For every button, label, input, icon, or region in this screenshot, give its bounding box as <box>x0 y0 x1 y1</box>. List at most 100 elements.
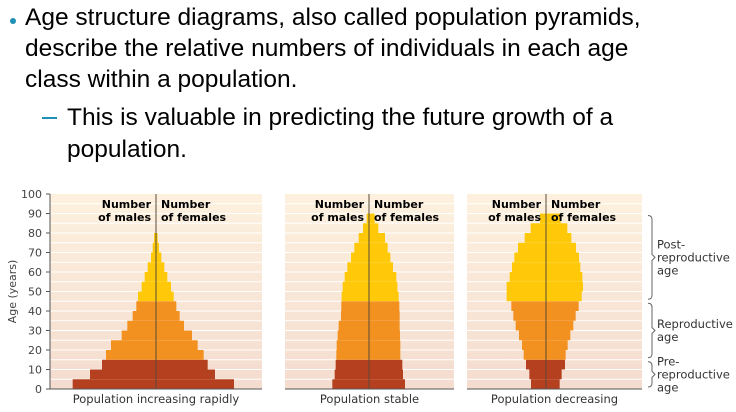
female-bar <box>546 340 568 350</box>
header-females: of females <box>551 211 617 224</box>
header-females: Number <box>161 198 211 211</box>
female-bar <box>369 223 379 233</box>
male-bar <box>72 379 156 389</box>
female-bar <box>369 242 388 253</box>
female-bar <box>156 330 192 341</box>
male-bar <box>332 379 369 389</box>
female-bar <box>156 291 174 302</box>
female-bar <box>546 379 560 389</box>
male-bar <box>506 291 546 302</box>
female-bar <box>546 311 576 321</box>
male-bar <box>506 281 546 292</box>
female-bar <box>369 359 403 370</box>
female-bar <box>156 301 177 311</box>
female-bar <box>369 350 401 360</box>
female-bar <box>156 281 171 292</box>
female-bar <box>546 359 565 370</box>
female-bar <box>156 262 165 272</box>
male-bar <box>132 311 156 321</box>
y-tick-label: 80 <box>28 227 42 240</box>
female-bar <box>369 213 375 224</box>
female-bar <box>546 350 566 360</box>
male-bar <box>519 330 546 341</box>
y-tick-label: 90 <box>28 208 42 221</box>
male-bar <box>524 233 546 243</box>
female-bar <box>156 350 204 360</box>
female-bar <box>156 379 234 389</box>
y-tick-label: 70 <box>28 247 42 260</box>
female-bar <box>156 369 215 380</box>
male-bar <box>514 252 546 263</box>
male-bar <box>518 242 546 253</box>
y-tick-label: 50 <box>28 286 42 299</box>
bracket <box>647 215 656 300</box>
female-bar <box>156 242 159 253</box>
female-bar <box>156 272 168 282</box>
male-bar <box>366 213 369 224</box>
age-group-label: Reproductive <box>657 317 733 331</box>
male-bar <box>358 233 369 243</box>
bullet-line-2: describe the relative numbers of individ… <box>25 35 629 62</box>
male-bar <box>102 359 156 370</box>
male-bar <box>363 223 369 233</box>
female-bar <box>156 320 184 331</box>
male-bar <box>138 291 156 302</box>
female-bar <box>546 272 583 282</box>
age-group-label: Post- <box>657 237 685 251</box>
header-males: Number <box>315 198 365 211</box>
female-bar <box>369 291 399 302</box>
male-bar <box>530 223 546 233</box>
header-males: Number <box>492 198 542 211</box>
male-bar <box>111 340 156 350</box>
female-bar <box>546 320 574 331</box>
bracket <box>647 302 656 359</box>
male-bar <box>342 281 369 292</box>
male-bar <box>341 301 369 311</box>
female-bar <box>156 252 162 263</box>
male-bar <box>511 301 546 311</box>
male-bar <box>106 350 156 360</box>
male-bar <box>509 272 546 282</box>
male-bar <box>512 262 546 272</box>
header-males: of males <box>98 211 151 224</box>
bullet-line-3: class within a population. <box>25 66 298 93</box>
male-bar <box>526 359 546 370</box>
female-bar <box>546 242 576 253</box>
female-bar <box>546 223 568 233</box>
male-bar <box>334 369 369 380</box>
header-males: of males <box>311 211 364 224</box>
male-bar <box>151 252 156 263</box>
header-females: of females <box>161 211 227 224</box>
male-bar <box>136 301 156 311</box>
female-bar <box>546 330 571 341</box>
male-bar <box>513 311 546 321</box>
female-bar <box>546 213 561 224</box>
panel-caption: Population decreasing <box>491 392 618 406</box>
male-bar <box>336 350 369 360</box>
y-tick-label: 40 <box>28 305 42 318</box>
female-bar <box>546 369 562 380</box>
female-bar <box>369 379 405 389</box>
male-bar <box>341 291 369 302</box>
y-tick-label: 100 <box>21 188 42 201</box>
female-bar <box>156 311 180 321</box>
age-group-label: reproductive <box>657 250 730 264</box>
female-bar <box>369 330 400 341</box>
female-bar <box>369 369 403 380</box>
sub-bullet-line-1: This is valuable in predicting the futur… <box>67 104 614 131</box>
age-group-label: age <box>657 380 678 394</box>
header-females: Number <box>551 198 601 211</box>
male-bar <box>154 233 156 243</box>
female-bar <box>546 262 581 272</box>
female-bar <box>369 233 385 243</box>
female-bar <box>156 359 208 370</box>
male-bar <box>147 262 156 272</box>
male-bar <box>152 242 156 253</box>
header-females: of females <box>374 211 440 224</box>
age-group-label: age <box>657 263 678 277</box>
y-axis-label: Age (years) <box>6 260 19 324</box>
male-bar <box>141 281 156 292</box>
bullet-icon <box>10 18 16 24</box>
header-males: Number <box>102 198 152 211</box>
female-bar <box>369 272 397 282</box>
